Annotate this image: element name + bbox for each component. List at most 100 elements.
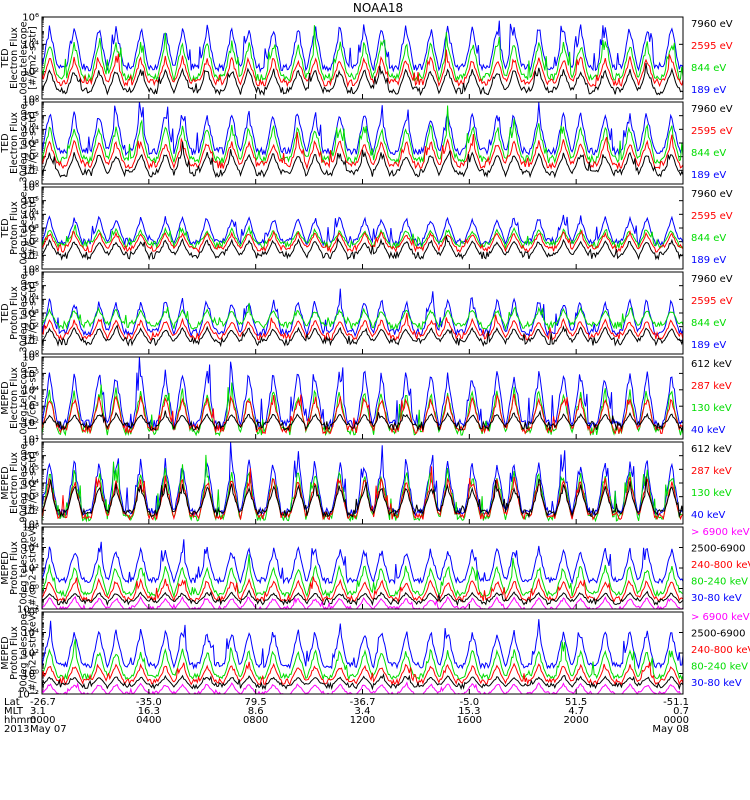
y-tick-label: 10⁻² (17, 605, 39, 616)
x-tick-hhmm: 1200 (350, 715, 375, 726)
y-axis-label-line: [#/cm2-s-str] (28, 281, 39, 344)
x-tick-date: May 07 (30, 724, 67, 735)
x-tick-mlt: 15.3 (458, 706, 480, 717)
x-tick-hhmm: 0400 (136, 715, 161, 726)
series-trace (41, 661, 684, 687)
legend-entry: 40 keV (691, 510, 725, 521)
legend-entry: 130 keV (691, 403, 732, 414)
legend-entry: 612 keV (691, 359, 732, 370)
series-trace (41, 554, 684, 599)
series-trace (41, 539, 684, 585)
series-trace (41, 672, 684, 691)
series-trace (41, 224, 684, 250)
y-axis-label-line: TED (0, 218, 11, 238)
x-tick-mlt: 8.6 (248, 706, 264, 717)
series-trace (41, 409, 684, 432)
legend-entry: 189 eV (691, 255, 726, 266)
y-tick-label: 10⁵ (22, 281, 39, 292)
y-axis-label-line: [#/cm2-s-str-keV] (28, 526, 39, 610)
y-tick-label: 10³ (22, 402, 39, 413)
x-tick-lat: 51.5 (565, 697, 587, 708)
legend-entry: 189 eV (691, 170, 726, 181)
y-tick-label: 10² (22, 152, 39, 163)
y-tick-label: 10⁴ (22, 628, 39, 639)
y-tick-label: 10⁶ (22, 183, 39, 194)
x-tick-mlt: 16.3 (138, 706, 160, 717)
x-tick-lat: -35.0 (136, 697, 162, 708)
y-tick-label: 10⁴ (22, 210, 39, 221)
y-tick-label: 10⁶ (22, 13, 39, 24)
y-tick-label: 10⁰ (22, 584, 39, 595)
y-tick-label: 10² (22, 564, 39, 575)
x-tick-lat: -51.1 (663, 697, 689, 708)
y-tick-label: 10⁶ (22, 268, 39, 279)
series-trace (41, 393, 684, 435)
x-tick-hhmm: 0000 (30, 715, 55, 726)
x-tick-mlt: 0.7 (673, 706, 689, 717)
y-axis-label-line: MEPED (0, 551, 11, 584)
x-tick-hhmm: 1600 (457, 715, 482, 726)
series-trace (41, 25, 684, 83)
y-axis-label: TEDProton Flux30deg telescope[#/cm2-s-st… (0, 273, 39, 352)
y-axis-label-line: MEPED (0, 636, 11, 669)
series-trace (41, 324, 684, 348)
y-tick-label: 10³ (22, 309, 39, 320)
series-trace (41, 214, 684, 247)
legend-entry: 287 keV (691, 466, 732, 477)
legend-entry: 2595 eV (691, 211, 733, 222)
y-axis-label-line: 0deg telescope (18, 361, 29, 434)
y-tick-label: 10² (22, 506, 39, 517)
chart-title: NOAA18 (353, 1, 403, 15)
y-tick-label: 10² (22, 237, 39, 248)
y-tick-label: 10⁰ (22, 95, 39, 106)
y-axis-label-line: TED (0, 133, 11, 153)
y-tick-label: 10⁴ (22, 40, 39, 51)
legend-entry: 40 keV (691, 425, 725, 436)
y-tick-label: 10¹ (22, 251, 39, 262)
y-axis-label-line: Proton Flux (9, 541, 20, 595)
y-tick-label: 10¹ (22, 520, 39, 531)
y-axis-label: TEDElectron Flux30deg telescope[#/cm2-s-… (0, 103, 39, 182)
y-axis-label-line: [#/cm2-s-str] (28, 451, 39, 514)
y-tick-label: 10⁶ (22, 353, 39, 364)
y-axis-label-line: TED (0, 303, 11, 323)
series-trace (41, 101, 684, 157)
y-tick-label: 10⁶ (22, 451, 39, 462)
legend-entry: 240-800 keV (691, 645, 750, 656)
y-tick-label: 10⁶ (22, 608, 39, 619)
y-tick-label: 10⁴ (22, 295, 39, 306)
y-tick-label: 10⁷ (22, 438, 39, 449)
y-axis-label-line: [#/cm2-s-str] (28, 366, 39, 429)
legend-entry: 2595 eV (691, 126, 733, 137)
y-axis-label-line: Electron Flux (9, 112, 20, 174)
legend-entry: 2595 eV (691, 41, 733, 52)
panel-frame (41, 611, 684, 695)
legend-entry: 30-80 keV (691, 678, 742, 689)
series-trace (41, 441, 684, 517)
y-axis-label-line: MEPED (0, 381, 11, 414)
y-tick-label: 10² (22, 418, 39, 429)
y-tick-label: 10⁰ (22, 265, 39, 276)
series-trace (41, 302, 684, 331)
legend-entry: 287 keV (691, 381, 732, 392)
series-trace (41, 313, 684, 342)
y-axis-label-line: Proton Flux (9, 286, 20, 340)
y-axis-label-line: 0deg telescope (18, 191, 29, 264)
y-tick-label: 10³ (22, 139, 39, 150)
panel-frame (41, 16, 684, 100)
y-tick-label: 10¹ (22, 336, 39, 347)
x-tick-lat: 79.5 (245, 697, 267, 708)
series-trace (41, 356, 684, 431)
y-axis-label-line: [#/cm2-s-str] (28, 111, 39, 174)
x-tick-hhmm: 0000 (664, 715, 689, 726)
y-tick-label: 10⁶ (22, 523, 39, 534)
y-axis-label: TEDElectron Flux0deg telescope[#/cm2-s-s… (0, 21, 39, 94)
y-tick-label: 10³ (22, 224, 39, 235)
legend-entry: > 6900 keV (691, 527, 750, 538)
